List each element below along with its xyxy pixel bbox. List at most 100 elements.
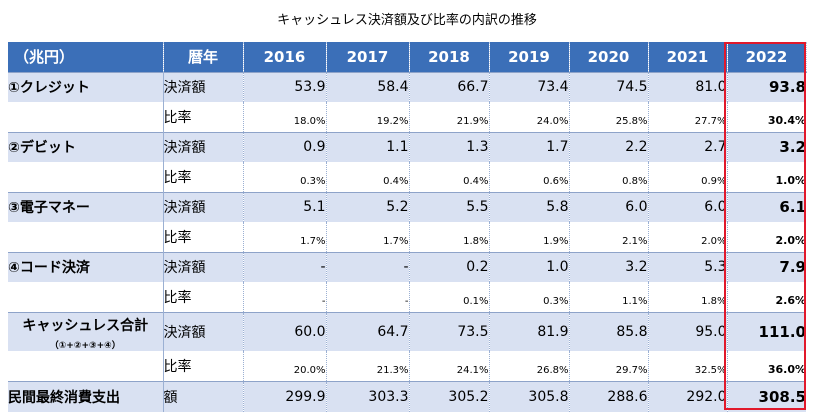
row-category: ②デビット (8, 131, 164, 162)
row-category-sublabel: （①+②+③+④） (49, 340, 121, 351)
value-cell-2022: 2.6% (727, 282, 806, 312)
value-cell: 5.3 (648, 251, 728, 282)
value-cell: 26.8% (489, 350, 570, 382)
value-cell: 0.6% (489, 162, 570, 192)
header-year: 2020 (569, 42, 649, 72)
value-cell: 60.0 (243, 311, 327, 351)
value-cell: - (326, 282, 410, 312)
row-label: 比率 (163, 162, 244, 192)
value-cell: 305.8 (489, 381, 570, 412)
value-cell: 32.5% (648, 350, 728, 382)
value-cell: 21.9% (409, 102, 490, 132)
value-cell: 1.8% (409, 222, 490, 252)
value-cell: 0.3% (489, 282, 570, 312)
value-cell: 299.9 (243, 381, 327, 412)
value-cell: 1.1% (569, 282, 649, 312)
row-category: キャッシュレス合計 （①+②+③+④） (8, 311, 164, 351)
header-unit: （兆円） (8, 42, 164, 72)
row-category (8, 222, 164, 252)
value-cell: 95.0 (648, 311, 728, 351)
value-cell: 0.9 (243, 131, 327, 162)
header-year: 2018 (409, 42, 490, 72)
value-cell-2022: 30.4% (727, 102, 806, 132)
value-cell: 292.0 (648, 381, 728, 412)
table-row: ①クレジット 決済額 53.9 58.4 66.7 73.4 74.5 81.0 93.8 (8, 71, 806, 102)
row-label: 比率 (163, 350, 244, 382)
value-cell: 29.7% (569, 350, 649, 382)
value-cell: - (243, 251, 327, 282)
value-cell: 24.1% (409, 350, 490, 382)
table-row: 比率 1.7% 1.7% 1.8% 1.9% 2.1% 2.0% 2.0% (8, 222, 806, 252)
value-cell: 2.1% (569, 222, 649, 252)
value-cell: 64.7 (326, 311, 410, 351)
value-cell: 58.4 (326, 71, 410, 102)
value-cell: 27.7% (648, 102, 728, 132)
value-cell: 2.7 (648, 131, 728, 162)
value-cell: 1.7 (489, 131, 570, 162)
value-cell: 81.0 (648, 71, 728, 102)
table-row: ④コード決済 決済額 - -0.2 1.0 3.2 5.3 7.9 (8, 251, 806, 282)
value-cell-2022: 93.8 (727, 71, 806, 102)
value-cell: 85.8 (569, 311, 649, 351)
row-label: 決済額 (163, 71, 244, 102)
value-cell: - (243, 282, 327, 312)
value-cell-2022: 1.0% (727, 162, 806, 192)
value-cell: 303.3 (326, 381, 410, 412)
header-year: 2021 (648, 42, 728, 72)
table-row: 民間最終消費支出額 299.9 303.3 305.2 305.8 288.6 292.0 3… (8, 381, 806, 412)
value-cell: 1.1 (326, 131, 410, 162)
value-cell: 21.3% (326, 350, 410, 382)
cashless-payment-table: （兆円） 暦年 2016 2017 2018 2019 2020 2021 20… (8, 42, 807, 412)
row-category (8, 282, 164, 312)
header-label-col: 暦年 (163, 42, 244, 72)
row-label: 決済額 (163, 191, 244, 222)
value-cell: 25.8% (569, 102, 649, 132)
value-cell: 1.8% (648, 282, 728, 312)
value-cell: 20.0% (243, 350, 327, 382)
row-label: 額 (163, 381, 244, 412)
row-category (8, 102, 164, 132)
row-label: 決済額 (163, 311, 244, 351)
value-cell: 2.2 (569, 131, 649, 162)
value-cell-2022: 111.0 (727, 311, 806, 351)
table-row: 比率 - -0.1% 0.3% 1.1% 1.8% 2.6% (8, 282, 806, 312)
value-cell: 66.7 (409, 71, 490, 102)
header-row: （兆円） 暦年 2016 2017 2018 2019 2020 2021 20… (8, 42, 807, 72)
value-cell: 305.2 (409, 381, 490, 412)
value-cell: 0.1% (409, 282, 490, 312)
value-cell: 0.4% (326, 162, 410, 192)
row-category (8, 350, 164, 382)
value-cell: 1.9% (489, 222, 570, 252)
value-cell: 1.7% (243, 222, 327, 252)
table-row: ②デビット 決済額 0.9 1.1 1.3 1.7 2.2 2.7 3.2 (8, 131, 806, 162)
value-cell: 6.0 (569, 191, 649, 222)
value-cell: 0.3% (243, 162, 327, 192)
table-title: キャッシュレス決済額及び比率の内訳の推移 (277, 13, 537, 28)
row-category (8, 162, 164, 192)
value-cell-2022: 2.0% (727, 222, 806, 252)
value-cell: 53.9 (243, 71, 327, 102)
row-label: 比率 (163, 222, 244, 252)
header-year: 2017 (326, 42, 410, 72)
value-cell: 73.5 (409, 311, 490, 351)
table-row: 比率 0.3% 0.4% 0.4% 0.6% 0.8% 0.9% 1.0% (8, 162, 806, 192)
value-cell: 6.0 (648, 191, 728, 222)
value-cell: 0.2 (409, 251, 490, 282)
value-cell: 24.0% (489, 102, 570, 132)
value-cell: 74.5 (569, 71, 649, 102)
value-cell: 5.5 (409, 191, 490, 222)
row-category-label: キャッシュレス合計 (22, 317, 149, 334)
value-cell: 81.9 (489, 311, 570, 351)
value-cell: 1.7% (326, 222, 410, 252)
header-year: 2019 (489, 42, 570, 72)
value-cell: 0.9% (648, 162, 728, 192)
header-year: 2016 (243, 42, 327, 72)
row-label: 比率 (163, 282, 244, 312)
row-label: 決済額 (163, 131, 244, 162)
value-cell: - (326, 251, 410, 282)
row-category: ①クレジット (8, 71, 164, 102)
value-cell: 18.0% (243, 102, 327, 132)
row-label: 比率 (163, 102, 244, 132)
row-category: ④コード決済 (8, 251, 164, 282)
value-cell-2022: 6.1 (727, 191, 806, 222)
